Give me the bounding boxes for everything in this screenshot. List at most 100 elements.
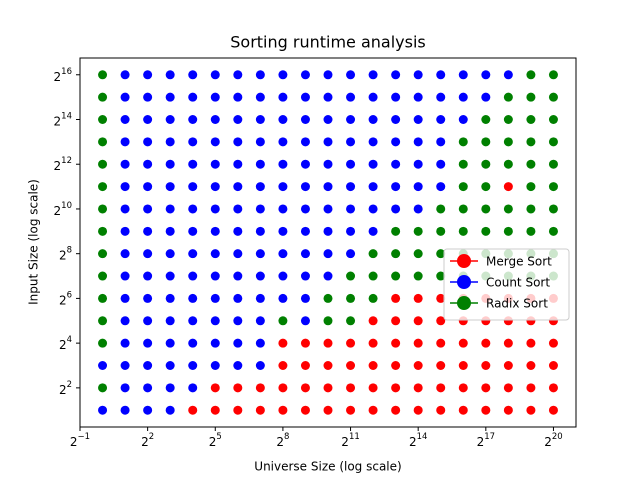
data-point — [368, 293, 378, 303]
data-point — [278, 92, 288, 102]
data-point — [481, 137, 491, 147]
data-point — [98, 115, 108, 124]
data-point — [368, 338, 378, 348]
data-point — [481, 204, 491, 214]
y-tick-label: 212 — [54, 156, 72, 173]
data-point — [526, 204, 536, 214]
data-point — [346, 338, 356, 348]
data-point — [391, 70, 401, 80]
data-point — [255, 249, 265, 259]
data-point — [391, 159, 401, 169]
data-point — [503, 204, 513, 214]
data-point — [391, 115, 401, 124]
data-point — [255, 293, 265, 303]
data-point — [143, 338, 153, 348]
data-point — [210, 249, 220, 259]
data-point — [548, 159, 558, 169]
data-point — [300, 361, 310, 370]
data-point — [323, 293, 333, 303]
data-point — [436, 137, 446, 147]
data-point — [165, 115, 175, 124]
data-point — [300, 182, 310, 192]
data-point — [458, 159, 468, 169]
legend-label: Radix Sort — [486, 297, 548, 311]
data-point — [188, 249, 198, 259]
data-point — [98, 249, 108, 259]
data-point — [548, 405, 558, 415]
data-point — [323, 338, 333, 348]
data-point — [143, 92, 153, 102]
data-point — [413, 204, 423, 214]
chart-title: Sorting runtime analysis — [230, 33, 426, 52]
data-point — [210, 271, 220, 281]
data-point — [526, 226, 536, 236]
data-point — [188, 338, 198, 348]
data-point — [210, 293, 220, 303]
y-tick-label: 214 — [54, 111, 72, 128]
data-point — [120, 338, 130, 348]
data-point — [233, 271, 243, 281]
data-point — [120, 159, 130, 169]
data-point — [458, 383, 468, 393]
data-point — [436, 361, 446, 370]
data-point — [436, 159, 446, 169]
data-point — [210, 204, 220, 214]
data-point — [323, 204, 333, 214]
legend-marker — [457, 296, 471, 310]
data-point — [323, 115, 333, 124]
data-point — [548, 182, 558, 192]
data-point — [346, 70, 356, 80]
data-point — [323, 361, 333, 370]
data-point — [188, 204, 198, 214]
data-point — [503, 182, 513, 192]
data-point — [346, 405, 356, 415]
data-point — [346, 271, 356, 281]
data-point — [526, 159, 536, 169]
data-point — [458, 182, 468, 192]
data-point — [300, 316, 310, 326]
data-point — [255, 92, 265, 102]
data-point — [165, 204, 175, 214]
data-point — [165, 70, 175, 80]
data-point — [210, 92, 220, 102]
data-point — [436, 405, 446, 415]
data-point — [413, 159, 423, 169]
data-point — [368, 115, 378, 124]
data-point — [98, 361, 108, 370]
data-point — [391, 405, 401, 415]
data-point — [323, 383, 333, 393]
data-point — [481, 405, 491, 415]
data-point — [278, 271, 288, 281]
data-point — [98, 293, 108, 303]
x-tick-label: 28 — [276, 432, 289, 449]
data-point — [413, 249, 423, 259]
data-point — [548, 204, 558, 214]
data-point — [548, 70, 558, 80]
data-point — [210, 338, 220, 348]
x-tick-label: 217 — [477, 432, 495, 449]
x-tick-label: 2−1 — [70, 432, 90, 449]
data-point — [413, 293, 423, 303]
data-point — [436, 249, 446, 259]
data-point — [481, 182, 491, 192]
data-point — [120, 70, 130, 80]
data-point — [120, 92, 130, 102]
data-point — [98, 70, 108, 80]
data-point — [98, 204, 108, 214]
data-point — [323, 226, 333, 236]
data-point — [548, 383, 558, 393]
data-point — [503, 361, 513, 370]
data-point — [346, 159, 356, 169]
data-point — [188, 361, 198, 370]
data-point — [120, 383, 130, 393]
data-point — [346, 361, 356, 370]
data-point — [120, 226, 130, 236]
data-point — [210, 226, 220, 236]
data-point — [210, 137, 220, 147]
y-tick-label: 210 — [54, 200, 72, 217]
data-point — [368, 92, 378, 102]
data-point — [413, 338, 423, 348]
data-point — [323, 182, 333, 192]
data-point — [188, 159, 198, 169]
data-point — [255, 204, 265, 214]
